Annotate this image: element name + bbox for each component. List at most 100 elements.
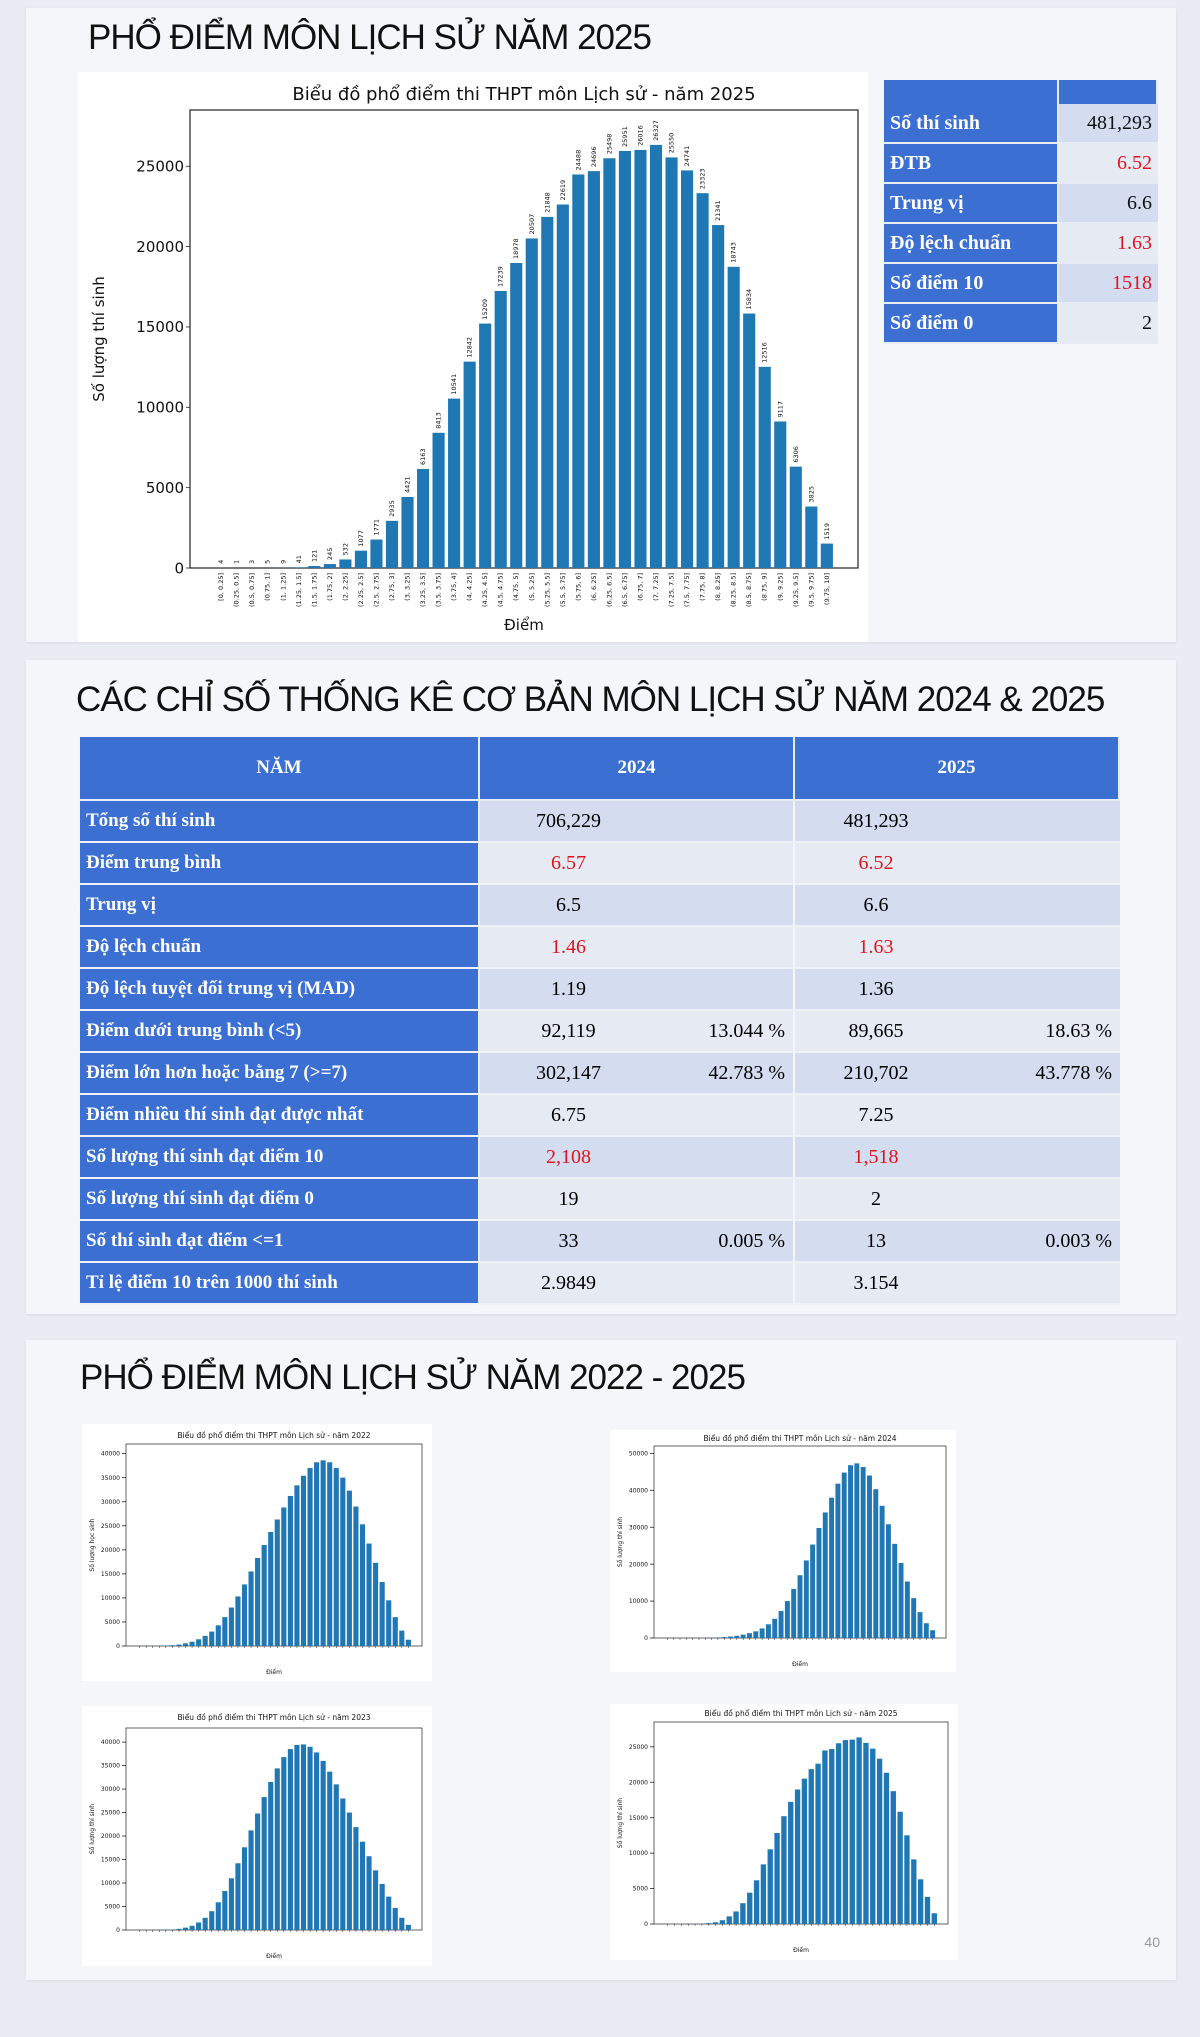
stat-value: 6.6	[1058, 184, 1158, 224]
percent-cell	[957, 1137, 1120, 1179]
bar	[281, 1507, 287, 1646]
bar	[930, 1630, 936, 1638]
bar	[715, 1637, 721, 1638]
bar-value-label: 24696	[590, 146, 598, 167]
bar	[401, 496, 414, 568]
value-cell: 7.25	[795, 1095, 957, 1137]
percent-cell: 42.783 %	[657, 1053, 795, 1095]
bar	[359, 1841, 366, 1930]
bar	[890, 1791, 896, 1924]
bar	[727, 266, 740, 568]
bar	[176, 1928, 182, 1930]
percent-cell	[657, 1137, 795, 1179]
chart-title: Biểu đồ phổ điểm thi THPT môn Lịch sử - …	[703, 1434, 896, 1443]
x-tick-label: (9, 9.25]	[776, 573, 784, 601]
x-tick-label: (1, 1.25]	[279, 573, 287, 601]
row-label: Trung vị	[80, 885, 480, 927]
table-row: Độ lệch chuẩn 1.63	[884, 224, 1158, 264]
bar-value-label: 18978	[512, 238, 520, 259]
bar	[603, 158, 616, 568]
value-cell: 89,665	[795, 1011, 957, 1053]
x-tick-label: (2.25, 2.5]	[357, 573, 365, 607]
x-tick-label: (3.5, 3.75]	[435, 573, 443, 607]
row-label: Điểm nhiều thí sinh đạt được nhất	[80, 1095, 480, 1137]
y-tick-label: 15000	[629, 1815, 648, 1822]
bar-value-label: 26016	[636, 125, 644, 146]
bar	[556, 204, 569, 568]
value-cell: 6.52	[795, 843, 957, 885]
x-axis-label: Điểm	[792, 1661, 808, 1668]
bar	[808, 1769, 814, 1924]
bar	[392, 1907, 398, 1930]
bar	[789, 466, 802, 568]
bar	[354, 550, 367, 568]
x-tick-label: (9.75, 10]	[823, 573, 831, 605]
table-row: Tỉ lệ điểm 10 trên 1000 thí sinh 2.9849 3.…	[80, 1263, 1120, 1305]
percent-cell: 0.005 %	[657, 1221, 795, 1263]
bar	[235, 1863, 241, 1930]
bar	[327, 1462, 333, 1646]
bar	[781, 1816, 787, 1924]
bar	[904, 1581, 910, 1638]
bar	[820, 543, 833, 568]
bar	[385, 520, 399, 568]
value-cell: 1.63	[795, 927, 957, 969]
y-tick-label: 35000	[101, 1475, 120, 1482]
bar	[794, 1789, 801, 1924]
bar	[759, 1628, 765, 1638]
y-tick-label: 20000	[136, 238, 184, 256]
value-cell: 6.75	[480, 1095, 657, 1137]
value-cell: 481,293	[795, 801, 957, 843]
x-tick-label: (5.5, 5.75]	[559, 573, 567, 607]
stat-value: 2	[1058, 304, 1158, 344]
bar	[248, 1571, 254, 1646]
y-tick-label: 35000	[101, 1763, 120, 1770]
bar	[359, 1524, 366, 1646]
bar-value-label: 17239	[497, 266, 505, 287]
bar	[810, 1544, 816, 1638]
bar	[829, 1497, 835, 1638]
bar-value-label: 121	[310, 550, 318, 562]
table-row: Trung vị 6.6	[884, 184, 1158, 224]
bar	[202, 1917, 208, 1930]
bar	[822, 1750, 828, 1924]
bar	[327, 1771, 333, 1930]
x-tick-label: (8.25, 8.5]	[730, 573, 738, 607]
bar	[405, 1924, 411, 1930]
x-axis-label: Điểm	[266, 1669, 282, 1676]
bar	[510, 263, 523, 568]
table-row: Điểm dưới trung bình (<5) 92,119 13.044 % 8…	[80, 1011, 1120, 1053]
y-tick-label: 20000	[629, 1779, 648, 1786]
stat-value: 1518	[1058, 264, 1158, 304]
bar	[849, 1739, 855, 1924]
bar-value-label: 12516	[761, 342, 769, 363]
table-header-row	[884, 80, 1158, 104]
percent-cell	[957, 1263, 1120, 1305]
bar	[241, 1847, 248, 1930]
bar	[294, 1485, 300, 1646]
chart-2023: Biểu đồ phổ điểm thi THPT môn Lịch sử - …	[82, 1706, 432, 1966]
bar	[772, 1618, 778, 1638]
bar	[373, 1870, 379, 1930]
y-tick-label: 25000	[101, 1523, 120, 1530]
bar	[712, 1922, 719, 1924]
bar	[228, 1878, 234, 1930]
bar	[931, 1913, 937, 1924]
bar	[196, 1922, 202, 1930]
x-tick-label: (8.75, 9]	[761, 573, 769, 601]
chart-2022: Biểu đồ phổ điểm thi THPT môn Lịch sử - …	[82, 1424, 432, 1681]
bar	[747, 1633, 752, 1638]
bar	[274, 1519, 280, 1646]
y-tick-label: 25000	[136, 157, 184, 175]
x-tick-label: (6, 6.25]	[590, 573, 598, 601]
bar	[765, 1624, 771, 1638]
bar-value-label: 25550	[668, 133, 676, 154]
percent-cell: 0.003 %	[957, 1221, 1120, 1263]
plot-frame	[125, 1443, 423, 1647]
y-tick-label: 30000	[629, 1524, 648, 1531]
x-tick-label: (7.75, 8]	[699, 573, 707, 601]
bar	[911, 1859, 917, 1924]
bar	[379, 1883, 385, 1930]
bar	[340, 1477, 346, 1646]
stats-summary-table: Số thí sinh 481,293 ĐTB 6.52 Trung vị 6.6 Đ…	[884, 80, 1158, 344]
